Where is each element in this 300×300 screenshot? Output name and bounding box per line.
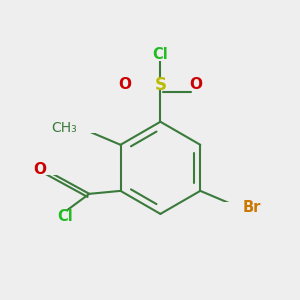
FancyBboxPatch shape <box>220 202 265 214</box>
FancyBboxPatch shape <box>135 79 186 90</box>
FancyBboxPatch shape <box>138 49 183 61</box>
FancyBboxPatch shape <box>43 211 88 223</box>
Text: S: S <box>154 76 166 94</box>
FancyBboxPatch shape <box>172 79 220 90</box>
Text: Br: Br <box>242 200 260 215</box>
FancyBboxPatch shape <box>101 79 148 90</box>
Text: O: O <box>118 77 131 92</box>
FancyBboxPatch shape <box>56 122 99 134</box>
Text: CH₃: CH₃ <box>51 121 77 135</box>
Text: O: O <box>34 162 46 177</box>
FancyBboxPatch shape <box>16 164 64 175</box>
Text: O: O <box>190 77 202 92</box>
Text: Cl: Cl <box>57 209 73 224</box>
Text: Cl: Cl <box>152 47 168 62</box>
